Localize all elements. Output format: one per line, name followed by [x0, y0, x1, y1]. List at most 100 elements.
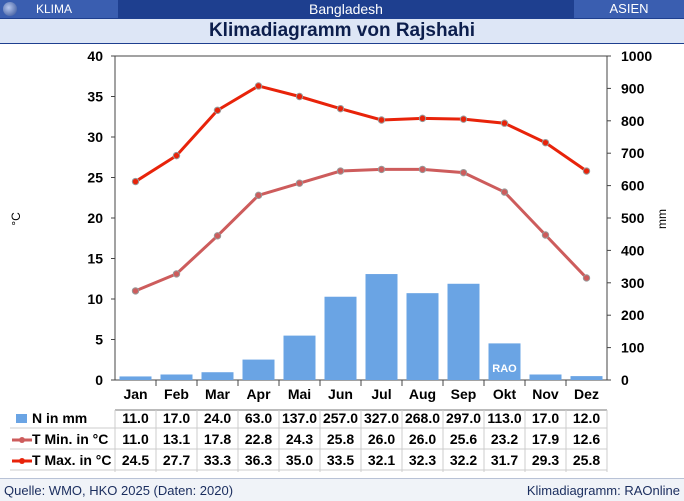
precipitation-bar: [160, 374, 193, 380]
precipitation-bar: [488, 343, 521, 380]
tmax-point: [336, 104, 345, 113]
y-right-tick-label: 300: [621, 275, 645, 291]
tmin-point: [336, 167, 345, 175]
data-table-cell: 24.0: [204, 410, 231, 426]
x-tick-label: Dez: [574, 386, 599, 402]
tmin-point: [582, 274, 591, 282]
x-tick-label: Aug: [409, 386, 436, 402]
precipitation-bar: [529, 374, 562, 380]
data-table-cell: 17.0: [532, 410, 559, 426]
precipitation-bar: [324, 296, 357, 380]
tmax-point: [131, 177, 140, 186]
y-left-tick-label: 20: [87, 210, 103, 226]
tmin-point: [172, 270, 181, 278]
tmin-point: [377, 165, 386, 174]
tmin-point: [213, 232, 222, 240]
data-table-cell: 137.0: [282, 410, 317, 426]
data-table-cell: 25.8: [573, 452, 600, 468]
legend-swatch-marker: [19, 458, 25, 464]
precipitation-bar: [242, 359, 275, 380]
y-right-tick-label: 0: [621, 372, 629, 388]
data-table-cell: 12.6: [573, 431, 600, 447]
klima-tab[interactable]: KLIMA: [0, 0, 118, 18]
data-table-cell: 36.3: [245, 452, 272, 468]
data-table-cell: 327.0: [364, 410, 399, 426]
tmax-point: [172, 151, 181, 160]
tmax-point: [541, 138, 550, 147]
y-right-tick-label: 400: [621, 242, 645, 258]
data-table-cell: 13.1: [163, 431, 190, 447]
data-table-cell: 32.3: [409, 452, 436, 468]
x-tick-label: Mai: [288, 386, 311, 402]
x-tick-label: Nov: [532, 386, 559, 402]
globe-icon: [3, 2, 17, 16]
y-left-tick-label: 5: [95, 332, 103, 348]
tmax-point: [500, 119, 509, 127]
x-tick-label: Mar: [205, 386, 230, 402]
data-table-cell: 29.3: [532, 452, 559, 468]
data-table-cell: 32.1: [368, 452, 395, 468]
klima-label: KLIMA: [36, 2, 73, 16]
tmax-point: [377, 116, 386, 124]
legend-entry: N in mm: [32, 410, 87, 426]
tmax-point: [418, 114, 427, 123]
tmin-point: [500, 188, 509, 196]
tmin-point: [254, 191, 263, 200]
tmin-point: [459, 168, 468, 177]
y-left-tick-label: 30: [87, 129, 103, 145]
x-tick-label: Jun: [328, 386, 353, 402]
legend-swatch-marker: [19, 437, 25, 443]
data-table-cell: 113.0: [487, 410, 521, 426]
y-right-tick-label: 700: [621, 145, 645, 161]
tmax-point: [459, 115, 468, 123]
y-right-tick-label: 900: [621, 80, 645, 96]
chart-title: Klimadiagramm von Rajshahi: [0, 18, 684, 44]
y-left-axis-label: °C: [9, 212, 23, 226]
y-right-tick-label: 500: [621, 210, 645, 226]
data-table-cell: 22.8: [245, 431, 272, 447]
x-tick-label: Apr: [246, 386, 271, 402]
x-tick-label: Feb: [164, 386, 189, 402]
data-table-cell: 17.9: [532, 431, 559, 447]
data-table-cell: 33.3: [204, 452, 231, 468]
tmin-point: [541, 231, 550, 239]
data-table-cell: 297.0: [446, 410, 481, 426]
y-right-axis-label: mm: [655, 209, 669, 229]
x-tick-label: Okt: [493, 386, 517, 402]
tmin-point: [418, 165, 427, 174]
y-left-tick-label: 10: [87, 291, 103, 307]
credit-text: Klimadiagramm: RAOnline: [526, 483, 680, 498]
data-table-cell: 32.2: [450, 452, 477, 468]
data-table-cell: 17.8: [204, 431, 231, 447]
data-table-cell: 17.0: [163, 410, 190, 426]
y-left-tick-label: 15: [87, 251, 103, 267]
y-left-tick-label: 40: [87, 48, 103, 64]
data-table-cell: 268.0: [405, 410, 440, 426]
data-table-cell: 23.2: [491, 431, 518, 447]
continent-label[interactable]: ASIEN: [574, 0, 684, 18]
y-right-tick-label: 800: [621, 113, 645, 129]
precipitation-bar: [570, 376, 603, 380]
data-table-cell: 11.0: [122, 431, 149, 447]
tmax-point: [295, 92, 304, 101]
watermark-text: RAO: [492, 363, 517, 375]
data-table-cell: 26.0: [368, 431, 395, 447]
tmax-point: [213, 106, 222, 114]
tmin-point: [131, 287, 140, 295]
data-table-cell: 31.7: [491, 452, 518, 468]
tmax-point: [254, 82, 263, 90]
y-right-tick-label: 100: [621, 340, 645, 356]
source-text: Quelle: WMO, HKO 2025 (Daten: 2020): [4, 483, 234, 498]
x-tick-label: Jul: [371, 386, 391, 402]
legend-entry: T Min. in °C: [32, 431, 108, 447]
legend-swatch-precipitation: [16, 414, 27, 423]
precipitation-bar: [365, 274, 398, 380]
data-table-cell: 33.5: [327, 452, 354, 468]
tmax-point: [582, 167, 591, 175]
data-table-cell: 24.3: [286, 431, 313, 447]
y-left-tick-label: 25: [87, 170, 103, 186]
precipitation-bar: [119, 376, 152, 380]
data-table-cell: 63.0: [245, 410, 272, 426]
country-label[interactable]: Bangladesh: [118, 0, 574, 18]
data-table-cell: 25.8: [327, 431, 354, 447]
